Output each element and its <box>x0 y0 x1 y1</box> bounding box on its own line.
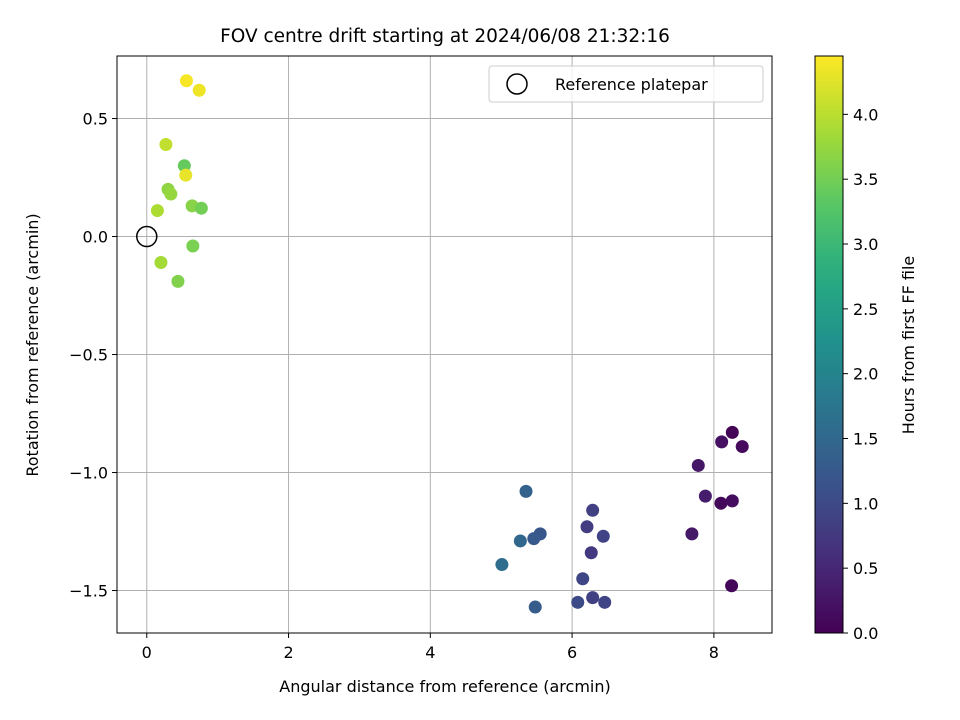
data-points <box>150 74 749 614</box>
x-tick-label: 4 <box>425 643 435 662</box>
x-axis: 0 2 4 6 8 <box>142 633 719 662</box>
data-point <box>171 274 185 288</box>
colorbar-ticks: 0.0 0.5 1.0 1.5 2.0 2.5 3.0 3.5 4.0 <box>843 105 878 643</box>
reference-marker <box>136 225 158 248</box>
colorbar-tick-label: 2.0 <box>853 365 878 384</box>
data-point <box>154 255 168 269</box>
legend: Reference platepar <box>488 65 764 103</box>
y-axis-label: Rotation from reference (arcmin) <box>23 213 42 476</box>
colorbar-tick-label: 4.0 <box>853 105 878 124</box>
plot-frame <box>116 55 773 634</box>
colorbar-gradient <box>815 56 843 633</box>
data-point <box>735 440 749 454</box>
data-point <box>186 239 200 253</box>
legend-box <box>488 65 764 103</box>
y-tick-label: −1.5 <box>69 582 108 601</box>
data-point <box>586 591 600 605</box>
grid-lines <box>117 56 772 633</box>
data-point <box>685 527 699 541</box>
colorbar-label: Hours from first FF file <box>899 256 918 435</box>
data-point <box>714 496 728 510</box>
data-point <box>580 520 594 534</box>
data-point <box>596 529 610 543</box>
colorbar-tick-label: 0.0 <box>853 624 878 643</box>
x-tick-label: 2 <box>283 643 293 662</box>
colorbar-tick-label: 0.5 <box>853 559 878 578</box>
colorbar-tick-label: 3.0 <box>853 235 878 254</box>
data-point <box>179 168 193 182</box>
y-axis: 0.5 0.0 −0.5 −1.0 −1.5 <box>69 110 117 601</box>
y-tick-label: 0.5 <box>83 110 108 129</box>
plot-area <box>116 55 773 634</box>
chart-title: FOV centre drift starting at 2024/06/08 … <box>220 26 670 47</box>
data-point <box>598 595 612 609</box>
data-point <box>527 532 541 546</box>
data-point <box>571 595 585 609</box>
legend-label: Reference platepar <box>555 75 708 94</box>
colorbar-tick-label: 3.5 <box>853 170 878 189</box>
data-point <box>150 204 164 218</box>
colorbar-tick-label: 1.5 <box>853 430 878 449</box>
colorbar-tick-label: 2.5 <box>853 300 878 319</box>
colorbar: 0.0 0.5 1.0 1.5 2.0 2.5 3.0 3.5 4.0 <box>814 55 878 643</box>
plot-background <box>117 56 772 633</box>
legend-marker <box>506 73 528 95</box>
data-point <box>495 558 509 572</box>
data-point <box>194 201 208 215</box>
data-point <box>584 546 598 560</box>
data-point <box>576 572 590 586</box>
x-axis-label: Angular distance from reference (arcmin) <box>279 677 610 696</box>
colorbar-tick-label: 1.0 <box>853 494 878 513</box>
y-tick-label: −0.5 <box>69 346 108 365</box>
data-point <box>586 503 600 517</box>
data-point <box>519 484 533 498</box>
y-tick-label: 0.0 <box>83 228 108 247</box>
x-tick-label: 8 <box>709 643 719 662</box>
data-point <box>725 494 739 508</box>
data-point <box>698 489 712 503</box>
data-point <box>513 534 527 548</box>
y-tick-label: −1.0 <box>69 464 108 483</box>
data-point <box>164 187 178 201</box>
data-point <box>528 600 542 614</box>
data-point <box>715 435 729 449</box>
data-point <box>725 425 739 439</box>
data-point <box>691 458 705 472</box>
x-tick-label: 6 <box>567 643 577 662</box>
colorbar-frame <box>814 55 844 634</box>
data-point <box>179 74 193 88</box>
data-point <box>192 83 206 97</box>
data-point <box>159 137 173 151</box>
data-point <box>725 579 739 593</box>
x-tick-label: 0 <box>142 643 152 662</box>
